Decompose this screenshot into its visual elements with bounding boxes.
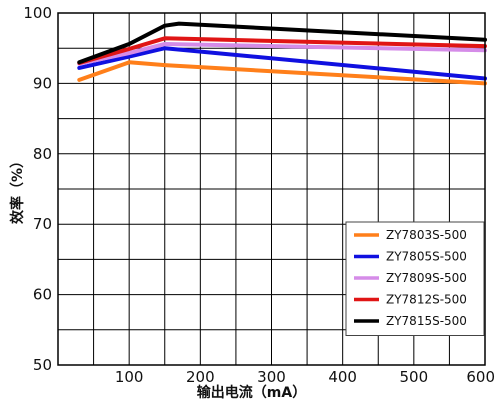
legend-label: ZY7815S-500 <box>386 314 467 328</box>
x-tick-label: 400 <box>328 368 357 386</box>
legend: ZY7803S-500 ZY7805S-500 ZY7809S-500 ZY7812S… <box>345 221 485 336</box>
legend-label: ZY7805S-500 <box>386 250 467 264</box>
plot-frame <box>57 12 486 366</box>
y-tick-label: 80 <box>33 145 52 163</box>
axes <box>57 12 486 366</box>
series-line-zy7812s-500 <box>77 36 487 65</box>
legend-label: ZY7812S-500 <box>386 293 467 307</box>
y-axis-title-group: 效率（%） <box>9 154 26 224</box>
y-tick-label: 60 <box>33 286 52 304</box>
x-tick-label: 600 <box>466 368 495 386</box>
x-tick-label: 200 <box>186 368 215 386</box>
y-tick-label: 50 <box>33 356 52 374</box>
x-tick-label: 100 <box>115 368 144 386</box>
series-line-zy7803s-500 <box>77 60 487 86</box>
tick-labels: 50 60 70 80 90 100 100 200 300 400 500 600 <box>23 4 495 386</box>
series-line-zy7805s-500 <box>77 46 487 81</box>
legend-label: ZY7809S-500 <box>386 271 467 285</box>
y-tick-label: 100 <box>23 4 52 22</box>
series-lines <box>77 21 487 86</box>
x-tick-label: 300 <box>257 368 286 386</box>
legend-label: ZY7803S-500 <box>386 228 467 242</box>
x-axis-title: 输出电流（mA） <box>197 384 306 401</box>
series-line-zy7809s-500 <box>77 42 487 66</box>
y-axis-title: 效率（%） <box>9 154 26 224</box>
x-tick-label: 500 <box>400 368 429 386</box>
series-line-zy7815s-500 <box>77 21 487 65</box>
y-tick-label: 70 <box>33 215 52 233</box>
y-tick-label: 90 <box>33 74 52 92</box>
